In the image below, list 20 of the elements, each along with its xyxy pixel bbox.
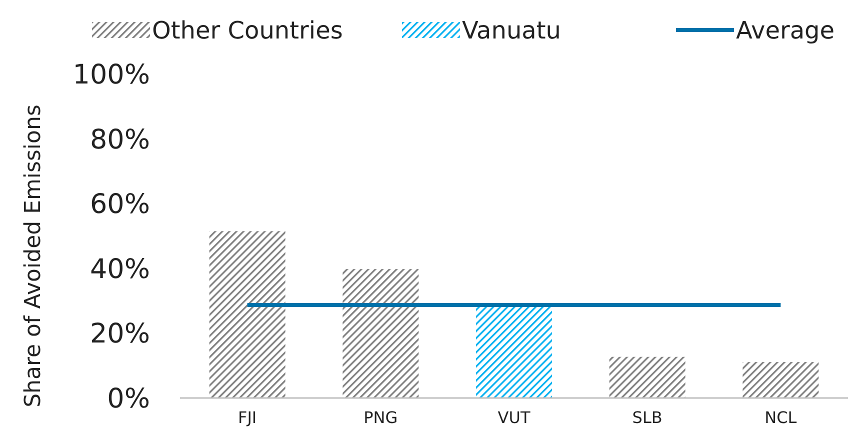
legend-label: Vanuatu [462, 16, 562, 44]
x-tick-label: NCL [764, 408, 797, 427]
y-tick-label: 100% [72, 59, 150, 90]
x-tick-label: VUT [498, 408, 530, 427]
bar [609, 356, 686, 398]
x-tick-label: FJI [238, 408, 257, 427]
legend-label: Average [736, 16, 835, 44]
x-tick-label: SLB [632, 408, 662, 427]
y-tick-label: 20% [90, 318, 150, 350]
bar [209, 231, 286, 398]
y-tick-label: 80% [90, 124, 150, 156]
x-tick-label: PNG [364, 408, 398, 427]
y-tick-label: 40% [90, 254, 150, 285]
y-tick-label: 0% [107, 383, 150, 414]
legend-label: Other Countries [152, 16, 343, 44]
y-tick-label: 60% [90, 189, 150, 220]
y-axis-title: Share of Avoided Emissions [21, 104, 46, 408]
bar [742, 362, 819, 398]
bar [342, 269, 419, 398]
bar [476, 306, 552, 398]
